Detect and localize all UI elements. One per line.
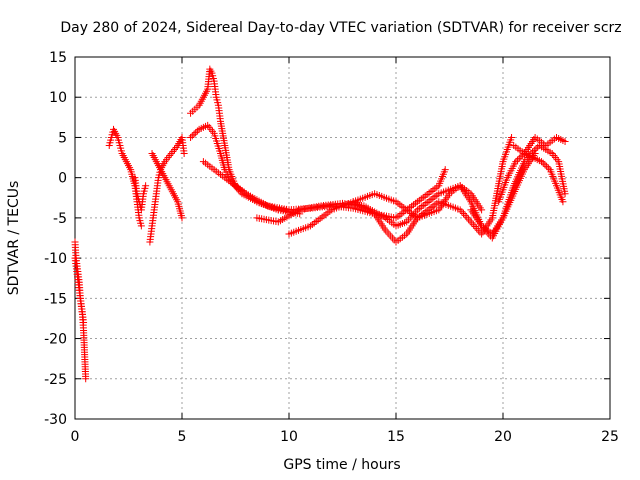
- data-point: [193, 127, 201, 135]
- data-point: [466, 217, 474, 225]
- y-tick-label: -5: [53, 211, 67, 227]
- data-point: [532, 145, 540, 153]
- data-point: [464, 215, 472, 223]
- y-tick-label: -20: [44, 332, 67, 348]
- data-point: [190, 130, 198, 138]
- y-tick-label: -15: [44, 291, 67, 307]
- x-tick-label: 25: [601, 429, 619, 445]
- x-axis-label: GPS time / hours: [283, 457, 400, 473]
- data-point: [541, 161, 549, 169]
- data-point: [561, 190, 569, 198]
- data-point: [517, 153, 525, 161]
- data-point: [559, 198, 567, 206]
- data-point: [463, 213, 471, 221]
- data-point: [441, 166, 449, 174]
- x-tick-label: 0: [71, 429, 80, 445]
- data-point: [178, 214, 186, 222]
- data-point: [180, 150, 188, 158]
- data-points: [71, 65, 569, 383]
- y-tick-label: 5: [58, 130, 67, 146]
- data-point: [82, 375, 90, 383]
- y-tick-label: 15: [49, 50, 67, 66]
- data-point: [508, 133, 516, 141]
- chart-title: Day 280 of 2024, Sidereal Day-to-day VTE…: [60, 20, 621, 36]
- data-point: [80, 318, 88, 326]
- y-tick-label: 10: [49, 90, 67, 106]
- data-point: [512, 158, 520, 166]
- data-point: [478, 206, 486, 214]
- data-point: [543, 162, 551, 170]
- series-early-drop: [71, 238, 90, 383]
- series-climb-b: [148, 150, 186, 222]
- data-point: [544, 164, 552, 172]
- series-climb: [146, 133, 188, 246]
- data-point: [137, 222, 145, 230]
- data-point: [538, 158, 546, 166]
- data-point: [188, 132, 196, 140]
- data-point: [461, 211, 469, 219]
- data-point: [530, 146, 538, 154]
- data-point: [459, 210, 467, 218]
- data-point: [539, 159, 547, 167]
- series-peak-b: [187, 121, 304, 218]
- y-tick-label: -10: [44, 251, 67, 267]
- grid-lines: [75, 57, 610, 419]
- data-point: [142, 182, 150, 190]
- plot-frame: [74, 56, 611, 420]
- data-point: [187, 133, 195, 141]
- x-tick-label: 20: [494, 429, 512, 445]
- series-evening-b: [495, 150, 567, 206]
- series-evening-c: [510, 133, 569, 158]
- data-point: [561, 137, 569, 145]
- data-point: [514, 156, 522, 164]
- x-tick-label: 15: [387, 429, 405, 445]
- y-tick-label: 0: [58, 171, 67, 187]
- series-morning-b: [131, 174, 150, 214]
- y-tick-label: -25: [44, 372, 67, 388]
- x-tick-label: 5: [178, 429, 187, 445]
- series-early-drop-b: [71, 254, 88, 326]
- series-evening: [467, 141, 569, 242]
- axis-ticks: 0 5 10 15 20 25 -30 -25 -20 -15 -10 -5 0 5 10 15: [44, 50, 619, 445]
- series-band-c: [285, 133, 516, 246]
- y-tick-label: -30: [44, 412, 67, 428]
- y-axis-label: SDTVAR / TECUs: [6, 181, 22, 296]
- data-point: [515, 154, 523, 162]
- data-point: [192, 129, 200, 137]
- x-tick-label: 10: [280, 429, 298, 445]
